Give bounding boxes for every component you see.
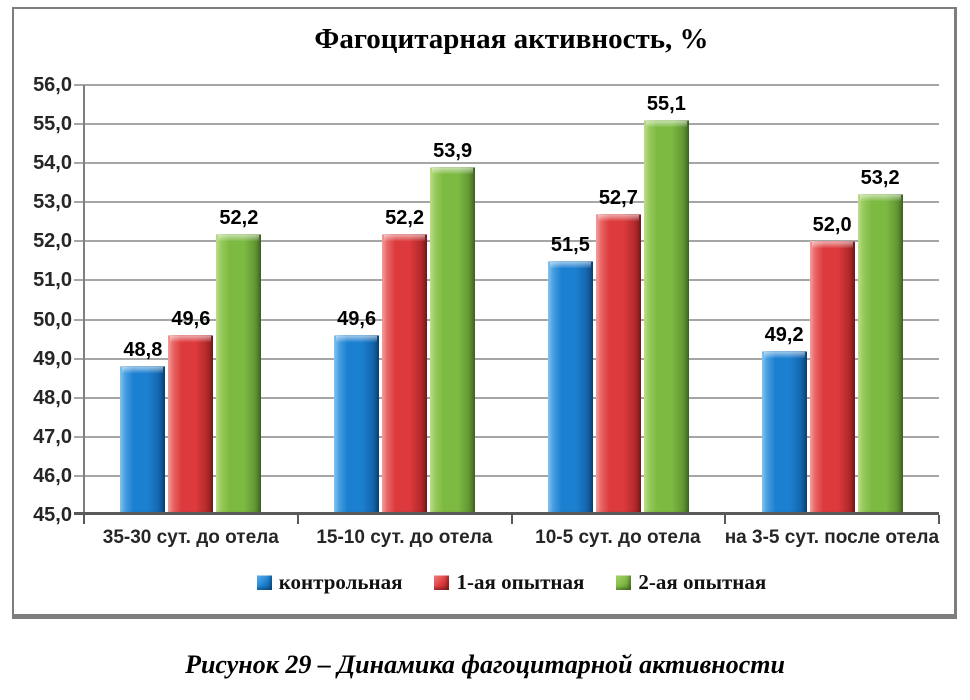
x-axis-label: 35-30 сут. до отела (102, 527, 279, 548)
bar-value-label: 53,2 (860, 167, 900, 190)
legend-swatch (616, 575, 632, 590)
y-axis-tick-label: 56,0 (33, 74, 72, 96)
bar: 49,6 (334, 308, 380, 515)
gridline (74, 240, 939, 243)
y-axis-tick-label: 50,0 (33, 308, 72, 331)
bar-group: 51,5 52,7 55,1 (512, 85, 726, 515)
y-axis-tick-label: 47,0 (33, 425, 72, 448)
gridline (74, 357, 939, 360)
y-axis-tick-label: 46,0 (33, 464, 72, 487)
bar-value-label: 49,2 (764, 323, 804, 346)
y-axis-tick-label: 52,0 (33, 230, 72, 253)
legend: контрольная 1-ая опытная 2-ая опытная (84, 570, 939, 595)
category-tick (83, 515, 85, 524)
gridline (74, 84, 939, 86)
y-axis-tick-label: 55,0 (33, 113, 72, 136)
category-tick (296, 515, 299, 524)
y-axis-tick-label: 48,0 (33, 386, 72, 409)
gridline (74, 279, 939, 282)
bar: 52,7 (595, 187, 641, 515)
bar-group: 49,6 52,2 53,9 (298, 85, 512, 515)
gridline (74, 396, 939, 399)
bar-group: 49,2 52,0 53,2 (725, 85, 939, 515)
bar-value-label: 52,2 (385, 206, 425, 229)
bar: 49,2 (761, 324, 807, 515)
y-axis-tick-label: 53,0 (33, 191, 72, 214)
x-axis-label: на 3-5 сут. после отела (724, 527, 940, 548)
bar-value-label: 52,7 (598, 187, 638, 209)
bar-value-label: 55,1 (646, 93, 686, 116)
gridline (74, 474, 939, 477)
bar: 48,8 (120, 339, 166, 515)
x-axis-line (74, 512, 939, 515)
x-axis-label: 15-10 сут. до отела (316, 527, 493, 548)
x-axis-label: 10-5 сут. до отела (535, 527, 701, 548)
legend-label: контрольная (278, 570, 403, 594)
category-tick (724, 515, 727, 524)
bar: 52,2 (216, 207, 262, 515)
gridline (74, 435, 939, 438)
gridline (74, 162, 939, 165)
legend-swatch (256, 575, 272, 590)
legend-item: 1-ая опытная (434, 570, 584, 595)
bar: 55,1 (643, 93, 689, 515)
x-axis-labels-row: 35-30 сут. до отела 15-10 сут. до отела 10… (84, 527, 939, 549)
figure-caption: Рисунок 29 – Динамика фагоцитарной актив… (185, 650, 785, 679)
legend-label: 2-ая опытная (638, 570, 767, 594)
bar-value-label: 52,0 (812, 214, 852, 237)
chart-title: Фагоцитарная активность, % (314, 23, 709, 55)
bar-value-label: 49,6 (337, 308, 377, 331)
y-axis-tick-label: 45,0 (33, 504, 72, 526)
bar-value-label: 52,2 (219, 206, 259, 229)
bar: 53,9 (430, 140, 476, 515)
gridline (74, 201, 939, 204)
bar: 52,2 (382, 207, 428, 515)
bar-value-label: 48,8 (123, 339, 163, 362)
y-axis-tick-label: 49,0 (33, 347, 72, 370)
bar: 51,5 (547, 234, 593, 515)
y-axis-line (83, 85, 85, 515)
bar: 53,2 (857, 167, 903, 515)
plot-area: 45,0 46,0 47,0 48,0 49,0 50,0 51,0 52,0 53,0 54,0… (33, 74, 940, 526)
bar-value-label: 49,6 (171, 308, 211, 331)
chart-frame: Фагоцитарная активность, % 45,0 46,0 47,0 4… (12, 7, 957, 619)
bar: 52,0 (809, 214, 855, 515)
legend-item: контрольная (256, 570, 403, 595)
bar: 49,6 (168, 308, 214, 515)
legend-item: 2-ая опытная (616, 570, 766, 595)
bar-value-label: 51,5 (550, 233, 590, 256)
bar-value-label: 53,9 (433, 140, 473, 163)
gridline (74, 318, 939, 321)
gridline (74, 123, 939, 126)
legend-swatch (434, 575, 450, 590)
category-tick (938, 515, 940, 524)
legend-label: 1-ая опытная (456, 570, 585, 594)
bar-group: 48,8 49,6 52,2 (84, 85, 298, 515)
category-tick (510, 515, 513, 524)
y-axis-tick-label: 54,0 (33, 152, 72, 175)
y-axis-tick-label: 51,0 (33, 269, 72, 292)
